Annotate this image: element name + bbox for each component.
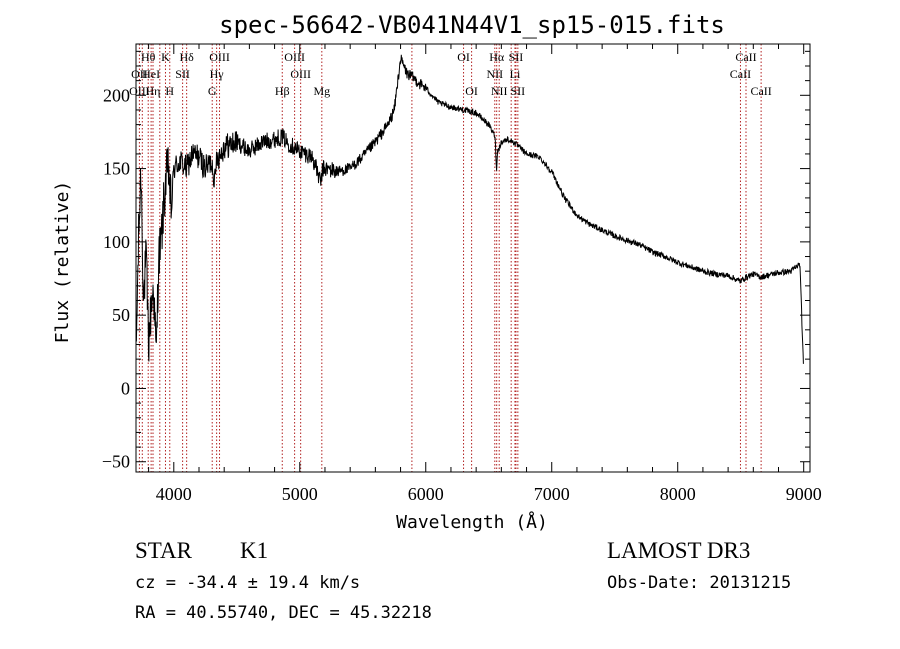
marker-label: OIII bbox=[129, 84, 150, 98]
y-tick-label: 100 bbox=[103, 232, 130, 252]
marker-label: H bbox=[165, 84, 174, 98]
marker-label: OIII bbox=[290, 67, 311, 81]
y-tick-label: 0 bbox=[121, 378, 130, 398]
marker-label: Hη bbox=[146, 84, 161, 98]
marker-label: OI bbox=[457, 50, 470, 64]
x-tick-label: 9000 bbox=[786, 484, 822, 504]
x-tick-label: 6000 bbox=[408, 484, 444, 504]
obs-date: Obs-Date: 20131215 bbox=[607, 573, 792, 593]
x-tick-label: 7000 bbox=[534, 484, 570, 504]
emission-line-markers bbox=[138, 44, 762, 472]
marker-label: G bbox=[208, 84, 217, 98]
x-axis-label: Wavelength (Å) bbox=[396, 511, 548, 533]
marker-label: OI bbox=[465, 84, 478, 98]
object-subclass: K1 bbox=[240, 538, 269, 563]
y-tick-label: −50 bbox=[102, 452, 130, 472]
x-tick-label: 4000 bbox=[156, 484, 192, 504]
marker-label: CaII bbox=[730, 67, 751, 81]
coordinates: RA = 40.55740, DEC = 45.32218 bbox=[135, 603, 432, 623]
y-axis-label: Flux (relative) bbox=[52, 181, 73, 344]
marker-label: Hθ bbox=[141, 50, 156, 64]
x-tick-label: 8000 bbox=[660, 484, 696, 504]
marker-label: K bbox=[161, 50, 170, 64]
marker-label: Hγ bbox=[210, 67, 225, 81]
marker-label: OII bbox=[131, 67, 148, 81]
marker-label: Hδ bbox=[179, 50, 194, 64]
spectrum-chart: spec-56642-VB041N44V1_sp15-015.fits Hθ OI… bbox=[52, 11, 822, 533]
marker-label: OIII bbox=[209, 50, 230, 64]
survey-name: LAMOST DR3 bbox=[607, 538, 751, 563]
marker-label: OIII bbox=[284, 50, 305, 64]
marker-label: CaII bbox=[750, 84, 771, 98]
spectrum-line bbox=[135, 54, 804, 364]
chart-title: spec-56642-VB041N44V1_sp15-015.fits bbox=[219, 11, 725, 39]
redshift-cz: cz = -34.4 ± 19.4 km/s bbox=[135, 573, 361, 593]
marker-label: HeI bbox=[142, 67, 160, 81]
plot-frame bbox=[135, 43, 811, 473]
y-tick-label: 150 bbox=[103, 159, 130, 179]
object-class: STAR bbox=[135, 538, 192, 563]
marker-label: Mg bbox=[313, 84, 330, 98]
marker-label: SII bbox=[509, 50, 524, 64]
marker-label: CaII bbox=[735, 50, 756, 64]
marker-label: Hβ bbox=[275, 84, 290, 98]
marker-label: Hα bbox=[489, 50, 505, 64]
y-tick-label: 50 bbox=[112, 305, 130, 325]
marker-label: NII bbox=[486, 67, 503, 81]
marker-label: NII bbox=[491, 84, 508, 98]
y-axis-ticks: −50 0 50 100 150 200 bbox=[102, 50, 810, 472]
x-axis-ticks: 4000 5000 6000 7000 8000 9000 bbox=[148, 44, 822, 504]
marker-label: SII bbox=[175, 67, 190, 81]
x-tick-label: 5000 bbox=[282, 484, 318, 504]
marker-label: SII bbox=[511, 84, 526, 98]
marker-label: Li bbox=[510, 67, 521, 81]
y-tick-label: 200 bbox=[103, 85, 130, 105]
